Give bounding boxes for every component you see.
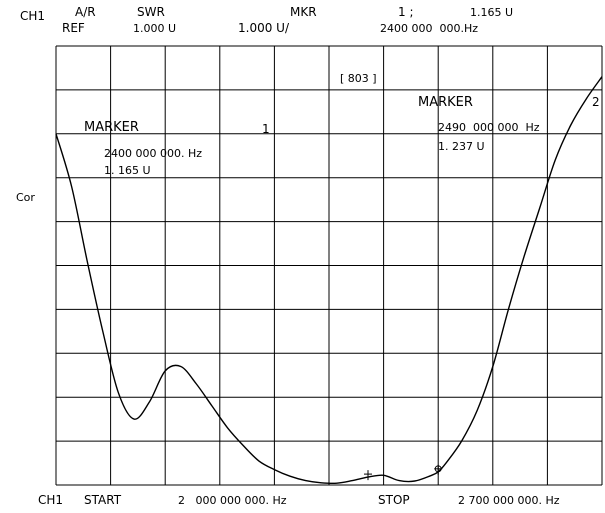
marker1-title: MARKER: [84, 120, 139, 135]
marker2-value: 1. 237 U: [438, 140, 485, 153]
marker-symbols: [364, 464, 443, 481]
start-label: START: [84, 493, 122, 507]
screen-note: [ 803 ]: [340, 72, 377, 85]
scale-value: 1.000 U/: [238, 21, 289, 35]
marker1-number: 1: [262, 122, 270, 136]
marker1-frequency: 2400 000 000. Hz: [104, 147, 203, 160]
swr-trace: [55, 76, 603, 485]
stop-value: 2 700 000 000. Hz: [458, 494, 560, 507]
footer-channel: CH1: [38, 493, 64, 507]
mkr-frequency: 2400 000 000.Hz: [380, 22, 479, 35]
marker2-title: MARKER: [418, 95, 473, 110]
channel-label: CH1: [20, 9, 46, 23]
correction-label: Cor: [16, 191, 35, 204]
marker1-value: 1. 165 U: [104, 164, 151, 177]
input-label: A/R: [75, 5, 96, 19]
ref-label: REF: [62, 21, 85, 35]
mkr-label: MKR: [290, 5, 317, 19]
mkr-value: 1.165 U: [470, 6, 514, 19]
marker-2-symbol: [434, 464, 443, 475]
graticule: [55, 45, 603, 486]
marker2-frequency: 2490 000 000 Hz: [438, 121, 540, 134]
ref-value: 1.000 U: [133, 22, 177, 35]
marker2-number: 2: [592, 95, 600, 109]
marker-1-symbol: [364, 470, 372, 481]
stop-label: STOP: [378, 493, 410, 507]
start-value: 2 000 000 000. Hz: [178, 494, 287, 507]
format-label: SWR: [137, 5, 165, 19]
mkr-index: 1 ;: [398, 5, 414, 19]
